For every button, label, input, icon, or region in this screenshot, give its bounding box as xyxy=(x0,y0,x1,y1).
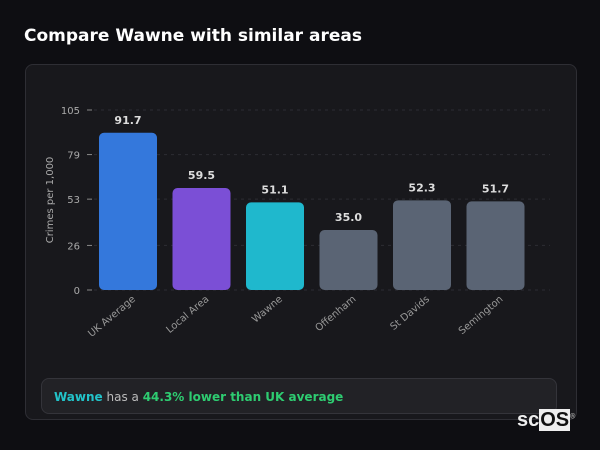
bar-offenham xyxy=(319,230,378,290)
y-tick-label: 79 xyxy=(67,151,80,162)
x-tick-label: Wawne xyxy=(250,294,285,326)
summary-text: has a xyxy=(102,390,143,404)
y-tick-label: 105 xyxy=(61,106,80,117)
page-title: Compare Wawne with similar areas xyxy=(24,26,362,46)
x-tick-label: Semington xyxy=(457,294,506,337)
y-axis-label: Crimes per 1,000 xyxy=(45,157,56,244)
x-tick-label: UK Average xyxy=(86,294,138,340)
bar-uk-average xyxy=(99,132,157,290)
data-label: 91.7 xyxy=(114,114,141,127)
x-tick-label: Local Area xyxy=(164,294,211,336)
data-label: 59.5 xyxy=(188,169,215,182)
data-label: 51.7 xyxy=(482,182,509,195)
data-label: 52.3 xyxy=(408,181,435,194)
y-tick-label: 53 xyxy=(67,195,80,206)
bar-st-davids xyxy=(393,200,451,290)
bar-local-area xyxy=(172,188,231,290)
logo-text-a: sc xyxy=(517,409,540,431)
logo-mark: ® xyxy=(570,413,576,421)
data-label: 51.1 xyxy=(261,183,288,196)
summary-callout: Wawne has a 44.3% lower than UK average xyxy=(41,378,557,414)
bar-semington xyxy=(466,201,525,290)
y-tick-label: 0 xyxy=(74,286,80,297)
y-tick-label: 26 xyxy=(67,241,80,252)
bar-wawne xyxy=(246,202,304,290)
scos-logo: scOS® xyxy=(517,409,575,432)
logo-text-b: OS xyxy=(539,409,571,431)
summary-comparison: 44.3% lower than UK average xyxy=(142,390,344,404)
summary-place: Wawne xyxy=(54,390,103,404)
data-label: 35.0 xyxy=(335,211,362,224)
x-tick-label: St Davids xyxy=(388,294,431,333)
x-tick-label: Offenham xyxy=(313,294,358,334)
